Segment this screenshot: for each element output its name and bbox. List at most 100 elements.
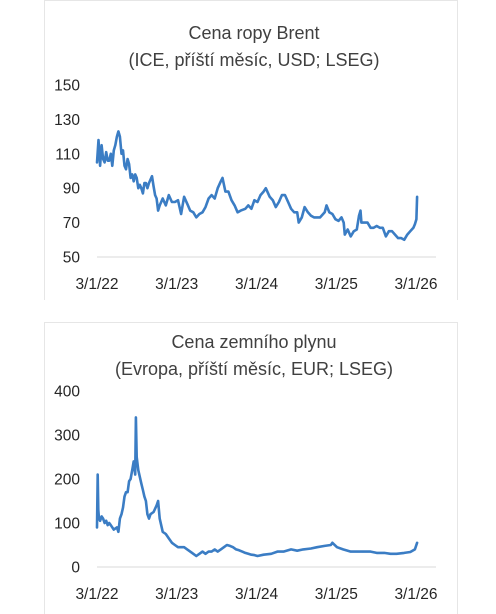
gas-price-line [95, 416, 419, 558]
brent-data-point [192, 211, 195, 214]
brent-data-point [328, 211, 331, 214]
gas-data-point [226, 544, 228, 546]
brent-data-point [146, 187, 149, 190]
brent-data-point [400, 237, 403, 240]
brent-y-tick-label: 130 [54, 112, 80, 129]
gas-data-point [171, 541, 173, 544]
brent-data-point [388, 230, 390, 233]
brent-x-tick-label: 3/1/23 [155, 276, 198, 293]
brent-x-tick-label: 3/1/26 [394, 276, 437, 293]
gas-data-point [316, 546, 318, 549]
brent-data-point [125, 168, 127, 171]
brent-x-tick-label: 3/1/24 [235, 276, 278, 293]
gas-data-point [416, 541, 418, 544]
gas-data-point [155, 504, 158, 507]
brent-chart-svg: Cena ropy Brent (ICE, příští měsíc, USD;… [54, 23, 437, 293]
gas-data-point [329, 544, 332, 546]
gas-data-point [198, 552, 201, 555]
brent-data-point [278, 201, 280, 203]
brent-data-point [247, 204, 250, 207]
brent-data-point [123, 164, 126, 167]
gas-data-point [142, 489, 144, 491]
brent-data-point [352, 230, 355, 233]
brent-data-point [343, 233, 346, 236]
gas-data-point [195, 555, 198, 557]
gas-data-point [244, 552, 247, 554]
gas-data-point [117, 530, 120, 533]
gas-data-point [229, 545, 231, 547]
brent-data-point [201, 211, 204, 214]
brent-data-point [131, 173, 134, 176]
gas-data-point [383, 552, 386, 554]
brent-data-point [216, 187, 219, 190]
brent-price-line [95, 130, 419, 242]
brent-data-point [230, 199, 233, 202]
gas-y-tick-label: 300 [54, 428, 80, 445]
brent-data-point [369, 226, 372, 229]
gas-data-point [192, 552, 195, 555]
brent-y-tick-label: 90 [63, 181, 81, 198]
gas-y-tick-label: 0 [71, 560, 80, 577]
brent-data-point [310, 214, 312, 217]
brent-data-point [236, 211, 239, 214]
gas-data-point [145, 500, 147, 502]
brent-data-point [105, 151, 108, 154]
brent-data-point [415, 218, 418, 221]
gas-data-point [409, 551, 412, 553]
brent-data-point [416, 195, 418, 198]
brent-data-point [177, 199, 179, 202]
gas-chart-svg: Cena zemního plynu (Evropa, příští měsíc… [54, 332, 437, 603]
gas-data-point [355, 550, 358, 553]
brent-data-point [307, 211, 309, 214]
brent-panel-border [44, 0, 458, 300]
brent-data-point [97, 139, 100, 141]
brent-y-tick-label: 110 [55, 146, 80, 163]
brent-chart-title: Cena ropy Brent [188, 23, 319, 43]
gas-data-point [99, 519, 101, 522]
brent-data-point [281, 194, 283, 197]
brent-data-point [358, 214, 360, 217]
gas-x-tick-label: 3/1/22 [75, 586, 118, 603]
gas-y-tick-label: 100 [54, 516, 80, 533]
brent-data-point [239, 209, 242, 212]
brent-data-point [406, 233, 409, 236]
brent-data-point [180, 213, 183, 215]
gas-data-point [143, 495, 146, 498]
gas-data-point [96, 526, 98, 529]
brent-data-point [158, 204, 161, 207]
brent-y-tick-labels: 50 70 90 110 130 150 [54, 78, 80, 267]
gas-data-point [106, 524, 109, 527]
brent-data-point [227, 190, 230, 193]
brent-data-point [112, 149, 115, 152]
brent-data-point [372, 226, 375, 229]
brent-data-point [385, 235, 387, 238]
brent-data-point [366, 221, 369, 224]
brent-data-point [174, 201, 176, 203]
gas-data-point [129, 478, 132, 480]
gas-data-point [414, 548, 416, 551]
brent-data-point [111, 164, 114, 167]
brent-data-point [290, 207, 292, 210]
brent-data-point [183, 195, 186, 198]
brent-data-point [381, 226, 384, 229]
brent-data-point [128, 163, 130, 166]
brent-data-point [409, 230, 412, 233]
brent-y-tick-label: 70 [63, 215, 81, 232]
gas-data-point [131, 469, 134, 472]
gas-data-point [112, 528, 115, 531]
brent-data-point [323, 211, 326, 214]
gas-data-point [232, 546, 234, 549]
brent-data-point [363, 221, 366, 224]
brent-data-point [337, 220, 340, 222]
gas-data-point [161, 530, 164, 533]
brent-data-point [250, 207, 253, 210]
gas-data-point [216, 550, 219, 553]
brent-data-point [375, 225, 378, 227]
gas-data-point [349, 550, 352, 553]
brent-data-point [137, 187, 140, 190]
gas-data-point [210, 550, 213, 553]
brent-data-point [359, 209, 362, 212]
gas-data-point [160, 524, 163, 527]
brent-data-point [152, 185, 155, 188]
brent-data-point [256, 201, 259, 203]
